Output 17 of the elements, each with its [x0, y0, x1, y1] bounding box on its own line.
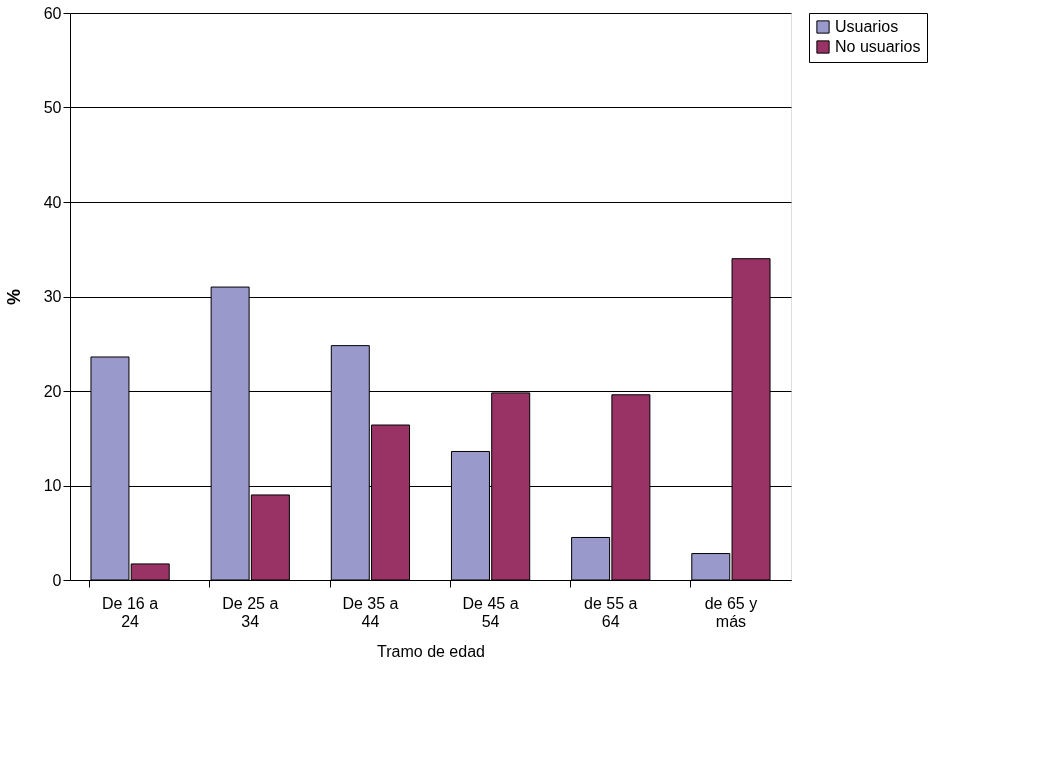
x-tick-label: De 16 a 24 [102, 594, 159, 630]
y-tick-label: 60 [43, 4, 62, 22]
x-tick-label: De 45 a 54 [462, 594, 519, 630]
y-axis-title: % [3, 288, 24, 306]
x-tick-label: De 25 a 34 [222, 594, 279, 630]
x-tick-label: De 35 a 44 [342, 594, 399, 630]
x-tick-label: de 55 a 64 [584, 594, 638, 630]
y-tick-label: 20 [43, 382, 62, 400]
x-tick-label: de 65 y más [704, 594, 758, 630]
y-tick-label: 10 [43, 477, 62, 494]
y-tick-label: 50 [43, 99, 62, 116]
y-tick-label: 40 [43, 193, 62, 211]
y-tick-label: 0 [52, 571, 62, 589]
legend-label: No usuarios [835, 38, 921, 55]
y-tick-label: 30 [43, 288, 62, 305]
x-axis-title: Tramo de edad [377, 642, 485, 660]
legend-label: Usuarios [835, 18, 899, 35]
